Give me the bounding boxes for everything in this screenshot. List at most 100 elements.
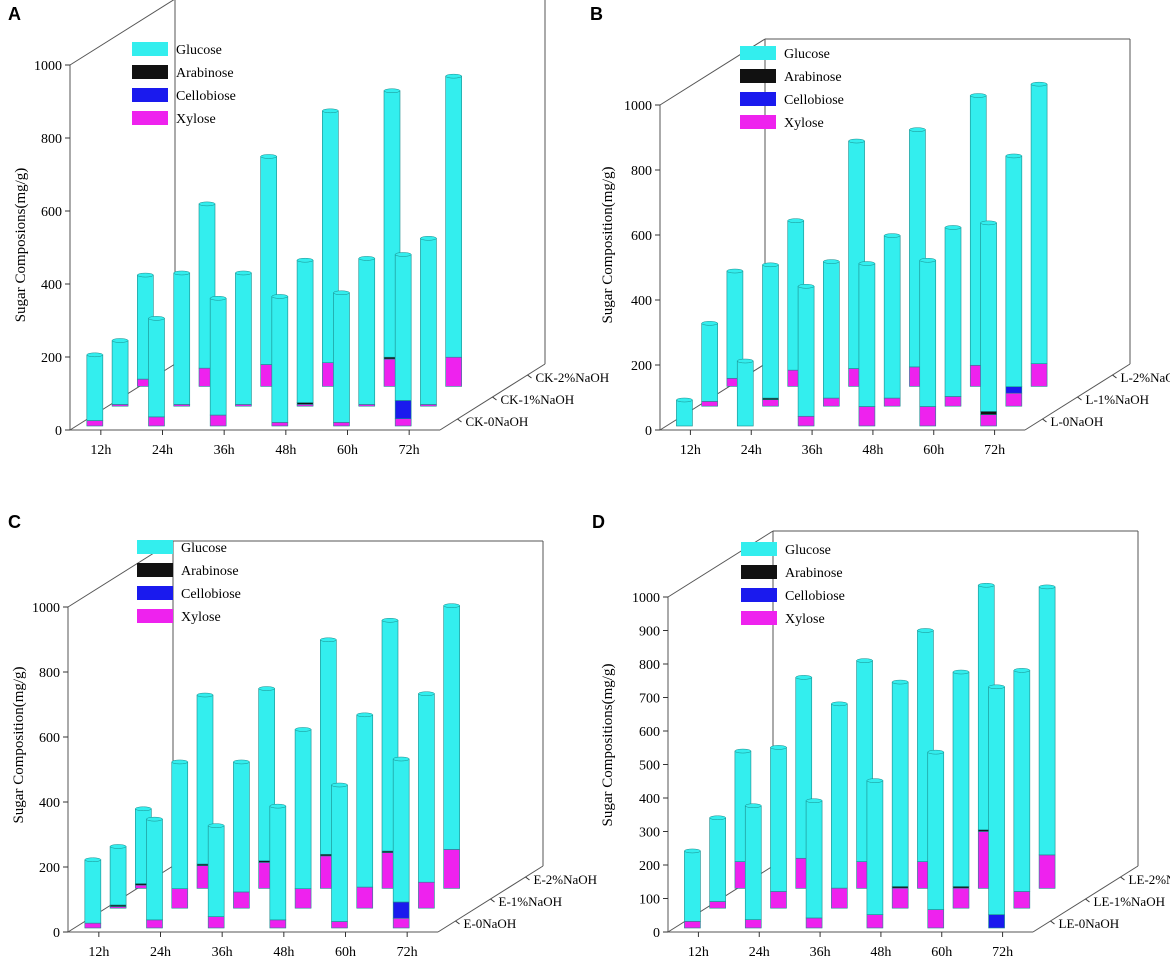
bar-segment-cellobiose — [1005, 386, 1023, 394]
bar-LE-0NaOH-60h — [927, 749, 945, 929]
y-tick-label: 200 — [631, 359, 652, 374]
bar-LE-1%NaOH-72h — [1013, 668, 1031, 909]
legend-swatch-xylose — [740, 115, 776, 129]
x-tick-label: 72h — [984, 443, 1005, 458]
depth-label: L-1%NaOH — [1086, 392, 1150, 407]
bar-cap — [381, 618, 399, 623]
bar-L-2%NaOH-12h — [726, 268, 744, 387]
legend-label: Arabinose — [176, 66, 234, 81]
bar-segment-xylose — [1038, 854, 1056, 889]
bar-cap — [823, 259, 840, 264]
bar-segment-xylose — [146, 919, 163, 929]
bar-segment-glucose — [443, 605, 460, 850]
bar-cap — [383, 88, 401, 93]
bar-segment-arabinose — [980, 411, 997, 415]
bar-cap — [952, 669, 970, 675]
x-tick-label: 12h — [680, 443, 701, 458]
bar-LE-1%NaOH-60h — [952, 669, 970, 909]
bar-segment-glucose — [333, 292, 350, 423]
depth-label: E-1%NaOH — [499, 894, 563, 909]
bar-cap — [358, 256, 375, 261]
y-axis-title: Sugar Composions(mg/g) — [13, 168, 29, 323]
bar-segment-glucose — [269, 805, 287, 921]
bar-segment-glucose — [980, 222, 997, 412]
bar-L-0NaOH-60h — [919, 258, 937, 427]
bar-segment-glucose — [356, 714, 374, 888]
bar-L-1%NaOH-12h — [701, 321, 718, 407]
bar-cap — [235, 270, 252, 276]
bar-segment-xylose — [883, 397, 901, 407]
bar-cap — [1038, 584, 1056, 590]
depth-tick — [1050, 920, 1055, 925]
bar-segment-xylose — [1005, 392, 1023, 407]
legend-swatch-arabinose — [741, 565, 777, 579]
bar-segment-xylose — [805, 917, 823, 929]
x-tick-label: 12h — [688, 945, 709, 960]
bar-cap — [1005, 153, 1023, 159]
bar-segment-glucose — [420, 238, 437, 405]
bar-segment-xylose — [269, 919, 287, 929]
bar-segment-glucose — [770, 747, 787, 892]
bar-cap — [770, 745, 787, 750]
x-tick-label: 48h — [870, 945, 891, 960]
bar-segment-glucose — [1038, 586, 1056, 856]
bar-cap — [233, 759, 250, 765]
bar-segment-glucose — [1030, 83, 1048, 364]
x-tick-label: 12h — [88, 945, 109, 960]
x-tick-label: 36h — [810, 945, 831, 960]
bar-segment-glucose — [988, 686, 1005, 915]
bar-segment-xylose — [831, 887, 848, 909]
top-left-edge — [69, 0, 175, 66]
y-tick-label: 400 — [631, 294, 652, 309]
bar-CK-0NaOH-72h — [394, 252, 412, 427]
bar-segment-xylose — [356, 886, 374, 909]
bar-cap — [260, 154, 277, 159]
panel-letter: A — [8, 4, 21, 24]
top-left-edge — [667, 530, 774, 598]
legend-label: Xylose — [784, 116, 824, 131]
bar-segment-glucose — [418, 693, 435, 883]
bar-segment-glucose — [952, 671, 970, 887]
bar-cap — [726, 268, 744, 274]
bar-cap — [797, 284, 815, 289]
bar-segment-glucose — [676, 399, 693, 427]
depth-label: CK-2%NaOH — [536, 370, 610, 385]
bar-L-1%NaOH-36h — [823, 259, 840, 407]
bar-E-1%NaOH-12h — [109, 844, 127, 909]
bar-cap — [1013, 668, 1031, 673]
depth-label: CK-0NaOH — [466, 414, 529, 429]
depth-tick — [455, 920, 460, 925]
legend-swatch-arabinose — [132, 65, 168, 79]
bar-cap — [109, 844, 127, 849]
bar-segment-glucose — [394, 254, 412, 401]
x-tick-label: 24h — [749, 945, 770, 960]
bar-cap — [787, 218, 804, 223]
bar-cap — [970, 93, 987, 98]
bar-segment-xylose — [744, 919, 762, 929]
bar-segment-glucose — [271, 296, 289, 423]
bar-E-1%NaOH-36h — [233, 759, 250, 909]
bar-cap — [734, 748, 752, 754]
depth-label: LE-2%NaOH — [1129, 872, 1170, 887]
bar-cap — [927, 749, 944, 755]
depth-label: L-0NaOH — [1051, 414, 1104, 429]
bar-E-2%NaOH-72h — [443, 603, 460, 889]
legend: Glucose Arabinose Cellobiose Xylose — [740, 46, 844, 131]
y-axis-title: Sugar Composition(mg/g) — [600, 166, 616, 323]
legend-swatch-xylose — [132, 111, 168, 125]
depth-tick — [1042, 418, 1047, 423]
bar-cap — [356, 712, 373, 718]
x-tick-label: 72h — [399, 443, 420, 458]
bar-LE-2%NaOH-72h — [1038, 584, 1056, 889]
bar-cap — [294, 727, 312, 732]
bar-L-0NaOH-36h — [797, 284, 815, 427]
bar-cap — [676, 397, 693, 403]
bar-segment-xylose — [797, 415, 815, 427]
x-tick-label: 60h — [923, 443, 944, 458]
legend-swatch-arabinose — [137, 563, 173, 577]
bar-segment-glucose — [858, 263, 876, 407]
bar-E-0NaOH-12h — [84, 857, 102, 929]
bar-cap — [209, 296, 227, 301]
bar-cap — [883, 233, 901, 238]
